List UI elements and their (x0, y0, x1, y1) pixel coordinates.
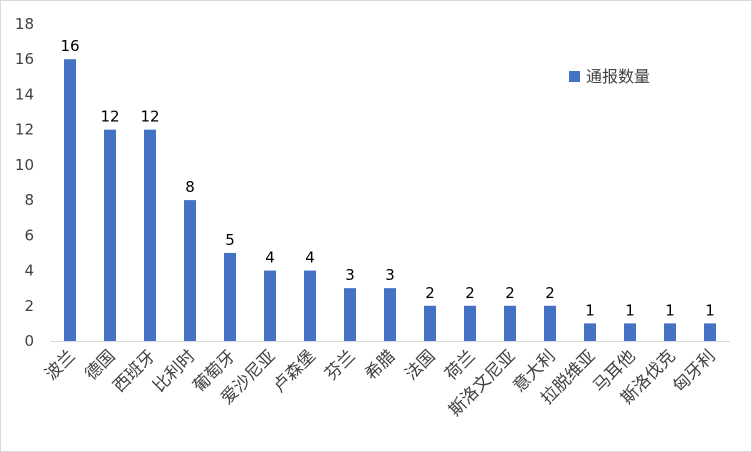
data-label: 12 (140, 108, 159, 126)
bar (704, 323, 716, 341)
category-label: 卢森堡 (269, 346, 319, 396)
y-tick-label: 2 (24, 297, 34, 315)
bar (184, 200, 196, 341)
category-label: 法国 (401, 346, 439, 384)
bars (64, 59, 716, 341)
data-labels: 16 12 12 8 5 4 4 3 3 2 2 2 2 1 1 1 1 (60, 37, 714, 319)
data-label: 12 (100, 108, 119, 126)
category-label: 匈牙利 (669, 346, 719, 396)
data-label: 1 (585, 301, 595, 319)
bar (304, 270, 316, 341)
category-label: 希腊 (361, 346, 399, 384)
category-label: 西班牙 (109, 346, 159, 396)
data-label: 3 (385, 266, 395, 284)
bar (624, 323, 636, 341)
data-label: 2 (545, 284, 555, 302)
y-tick-label: 8 (24, 191, 34, 209)
bar (464, 305, 476, 341)
y-tick-label: 10 (15, 156, 34, 174)
data-label: 1 (625, 301, 635, 319)
bar (544, 305, 556, 341)
data-label: 4 (305, 249, 315, 267)
y-tick-label: 6 (24, 226, 34, 244)
y-axis: 0 2 4 6 8 10 12 14 16 18 (15, 15, 34, 350)
data-label: 4 (265, 249, 275, 267)
y-tick-label: 14 (15, 85, 34, 103)
bar (144, 129, 156, 341)
bar (224, 252, 236, 341)
category-label: 比利时 (149, 346, 199, 396)
bar (64, 59, 76, 341)
bar (504, 305, 516, 341)
data-label: 2 (465, 284, 475, 302)
y-tick-label: 16 (15, 50, 34, 68)
data-label: 1 (665, 301, 675, 319)
data-label: 5 (225, 231, 235, 249)
data-label: 3 (345, 266, 355, 284)
category-label: 芬兰 (321, 346, 359, 384)
legend: 通报数量 (569, 67, 650, 86)
data-label: 2 (425, 284, 435, 302)
data-label: 1 (705, 301, 715, 319)
legend-swatch (569, 71, 580, 82)
bar (264, 270, 276, 341)
category-label: 波兰 (41, 346, 79, 384)
y-tick-label: 4 (24, 262, 34, 280)
data-label: 8 (185, 178, 195, 196)
y-tick-label: 18 (15, 15, 34, 33)
y-tick-label: 0 (24, 332, 34, 350)
bar (664, 323, 676, 341)
bar (584, 323, 596, 341)
bar (104, 129, 116, 341)
data-label: 16 (60, 37, 79, 55)
legend-label: 通报数量 (586, 67, 650, 86)
bar (344, 288, 356, 341)
bar (384, 288, 396, 341)
data-label: 2 (505, 284, 515, 302)
y-tick-label: 12 (15, 121, 34, 139)
bar (424, 305, 436, 341)
